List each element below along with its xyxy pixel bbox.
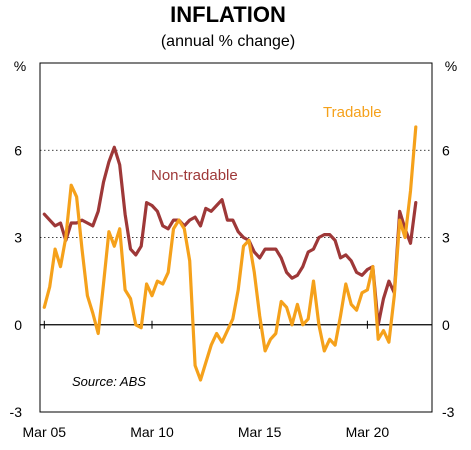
- chart-subtitle: (annual % change): [161, 33, 295, 50]
- y-axis-unit-left: %: [14, 58, 26, 74]
- series-line-non-tradable: [42, 145, 418, 327]
- y-tick-label-left: 3: [14, 230, 22, 246]
- series-label-non-tradable: Non-tradable: [151, 167, 238, 184]
- series-line-tradable: [42, 125, 418, 382]
- chart-title: INFLATION: [170, 2, 286, 27]
- x-axis-ticks: Mar 05 Mar 10 Mar 15 Mar 20: [23, 320, 390, 440]
- y-tick-label-right: -3: [442, 404, 455, 420]
- x-tick-label: Mar 20: [346, 424, 390, 440]
- y-tick-label-right: 3: [442, 230, 450, 246]
- y-tick-label-right: 0: [442, 317, 450, 333]
- source-note: Source: ABS: [72, 374, 146, 389]
- y-tick-label-right: 6: [442, 142, 450, 158]
- y-tick-label-left: -3: [10, 404, 23, 420]
- x-tick-label: Mar 10: [130, 424, 174, 440]
- y-axis-unit-right: %: [445, 58, 457, 74]
- x-tick-label: Mar 05: [23, 424, 67, 440]
- x-tick-label: Mar 15: [238, 424, 282, 440]
- y-tick-label-left: 6: [14, 142, 22, 158]
- y-axis-ticks: -3 -3 0 0 3 3 6 6: [10, 142, 455, 420]
- y-tick-label-left: 0: [14, 317, 22, 333]
- series-lines: [42, 125, 418, 382]
- series-label-tradable: Tradable: [323, 104, 382, 121]
- gridlines: [40, 149, 432, 326]
